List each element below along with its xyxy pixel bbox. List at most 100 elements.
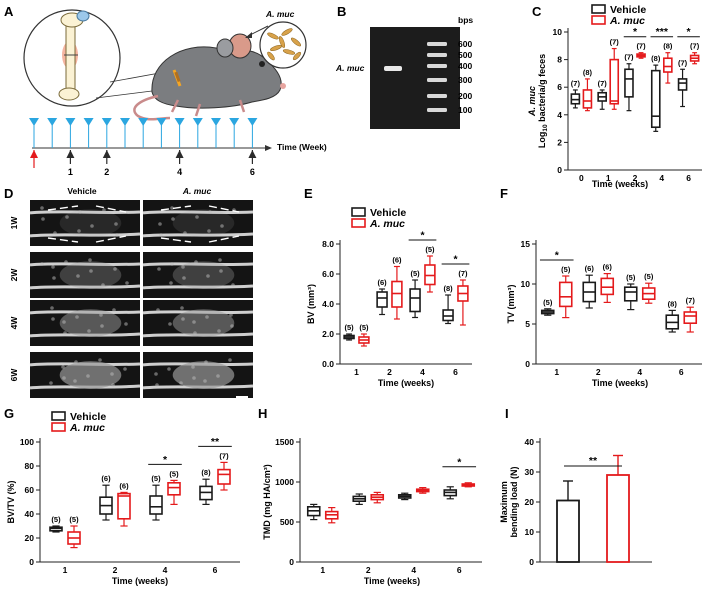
- x-axis-label: Time (weeks): [592, 378, 648, 388]
- micro-ct-speckle: [100, 324, 104, 328]
- box-body: [663, 57, 673, 73]
- micro-ct-callus: [59, 209, 122, 237]
- box-amuc: (7): [689, 42, 700, 65]
- x-tick-label: 1: [554, 367, 559, 377]
- micro-ct-speckle: [192, 320, 196, 324]
- significance-marker: **: [564, 455, 622, 467]
- sample-size-label: (7): [624, 53, 634, 62]
- sample-size-label: (6): [392, 256, 402, 265]
- x-tick-label: 1: [354, 367, 359, 377]
- significance-label: *: [555, 250, 560, 262]
- gavage-day-arrow: [229, 118, 240, 126]
- legend-swatch-vehicle: [591, 4, 606, 14]
- micro-ct-speckle: [77, 229, 81, 233]
- box-body: [677, 78, 688, 91]
- box-body: [117, 492, 131, 520]
- micro-ct-speckle: [112, 308, 116, 312]
- box-body: [217, 468, 231, 485]
- ladder-label: 600: [458, 39, 472, 49]
- sample-size-label: (5): [561, 265, 571, 274]
- micro-ct-speckle: [180, 306, 184, 310]
- box-amuc: [370, 491, 385, 504]
- gel-band: [384, 66, 402, 71]
- micro-ct-callus: [59, 309, 122, 337]
- box-vehicle: (5): [343, 323, 355, 341]
- micro-ct-speckle: [40, 262, 44, 266]
- sample-size-label: (6): [585, 264, 595, 273]
- week-mark-label: 2: [104, 167, 109, 177]
- micro-ct-image: [30, 252, 140, 298]
- micro-ct-cortex: [142, 232, 254, 238]
- micro-ct-speckle: [76, 274, 80, 278]
- significance-marker: ***: [650, 26, 674, 38]
- box-body: [582, 89, 593, 109]
- gavage-day-arrow: [101, 118, 112, 126]
- sample-size-label: (7): [686, 296, 696, 305]
- box-body: [600, 277, 615, 296]
- micro-ct-speckle: [170, 206, 174, 210]
- micro-ct-speckle: [87, 329, 91, 333]
- y-tick-label: 4.0: [322, 299, 334, 309]
- micro-ct-speckle: [179, 381, 183, 385]
- micro-ct-speckle: [86, 374, 90, 378]
- ladder-band: [427, 94, 447, 98]
- micro-ct-speckle: [191, 365, 195, 369]
- sample-size-label: (7): [598, 79, 608, 88]
- sample-size-label: (5): [359, 323, 369, 332]
- micro-ct-speckle: [90, 224, 94, 228]
- axes: 0 2 4 6 8 10: [553, 27, 702, 175]
- micro-ct-speckle: [51, 317, 55, 321]
- box-body: [376, 291, 388, 308]
- y-tick-label: 0: [525, 359, 530, 369]
- micro-ct-speckle: [63, 331, 67, 335]
- gavage-day-arrow: [47, 118, 58, 126]
- legend-swatch-amuc: [51, 422, 66, 432]
- micro-ct-speckle: [159, 233, 163, 237]
- x-tick-label: 2: [633, 173, 638, 183]
- ladder-label: 300: [458, 75, 472, 85]
- y-tick-label: 10: [553, 27, 563, 37]
- y-tick-label: 1000: [275, 477, 294, 487]
- significance-marker: *: [539, 250, 574, 262]
- gavage-day-arrow: [174, 118, 185, 126]
- y-tick-label: 8.0: [322, 239, 334, 249]
- micro-ct-speckle: [181, 265, 185, 269]
- micro-ct-speckle: [220, 224, 224, 228]
- micro-ct-speckle: [51, 265, 55, 269]
- significance-marker: *: [677, 26, 700, 38]
- y-tick-label: 20: [525, 497, 535, 507]
- sample-size-label: (8): [651, 54, 661, 63]
- x-tick-label: 1: [320, 565, 325, 575]
- box-vehicle: (5): [540, 298, 555, 316]
- band-label: A. muc: [335, 63, 365, 73]
- significance-label: **: [589, 455, 598, 467]
- box-amuc: (7): [636, 42, 646, 59]
- box-amuc: (6): [117, 481, 131, 527]
- micro-ct-speckle: [192, 376, 196, 380]
- x-axis-label: Time (weeks): [112, 576, 168, 586]
- y-axis-label-organism: A. muc: [527, 86, 537, 117]
- y-tick-label: 6.0: [322, 269, 334, 279]
- x-tick-label: 2: [366, 565, 371, 575]
- micro-ct-speckle: [61, 365, 65, 369]
- panel-letter-g: G: [4, 406, 14, 421]
- y-axis-label-line1: Maximum: [499, 481, 509, 523]
- y-tick-label: 8: [557, 55, 562, 65]
- panel-i: I 0 10 20 30 40 Maximumbending load (N) **: [499, 406, 652, 567]
- sample-size-label: (5): [644, 272, 654, 281]
- significance-label: *: [633, 26, 638, 38]
- box-vehicle: (5): [149, 474, 163, 521]
- box-vehicle: (5): [623, 273, 638, 311]
- gavage-arrow-head: [245, 32, 252, 38]
- y-tick-label: 100: [20, 437, 34, 447]
- bacteria-dish: [259, 21, 307, 69]
- y-tick-label: 0: [557, 165, 562, 175]
- y-tick-label: 6: [557, 82, 562, 92]
- micro-ct-speckle: [171, 217, 175, 221]
- legend-label-amuc: A. muc: [369, 218, 405, 230]
- micro-ct-grid: 1W 2W 4W 6W: [9, 200, 254, 398]
- box-vehicle: (7): [624, 53, 634, 112]
